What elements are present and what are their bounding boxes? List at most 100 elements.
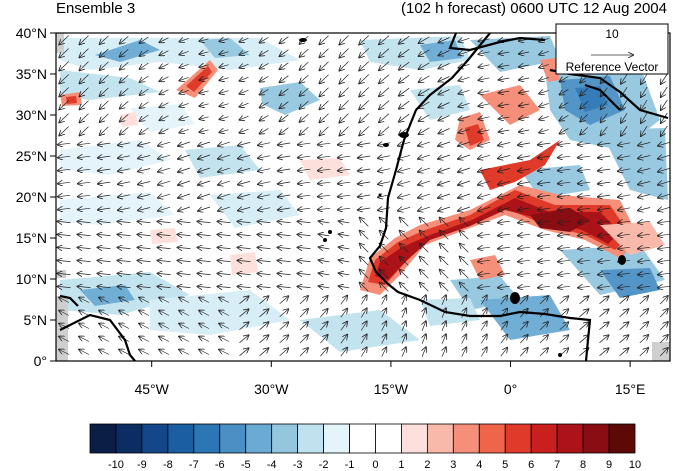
wind-vector [538, 286, 550, 287]
wind-vector [258, 247, 271, 248]
colorbar-swatch [401, 423, 428, 454]
wind-vector [378, 156, 391, 159]
wind-vector [279, 322, 289, 331]
wind-vector [219, 350, 230, 355]
wind-vector [538, 221, 550, 222]
wind-vector [579, 309, 589, 318]
wind-vector [478, 142, 491, 146]
wind-vector [418, 181, 431, 185]
wind-vector [299, 348, 308, 357]
wind-vector [402, 347, 406, 357]
wind-vector [338, 182, 351, 184]
wind-vector [658, 221, 670, 222]
wind-vector [199, 130, 209, 132]
wind-vector [520, 335, 527, 344]
wind-vector [198, 234, 211, 235]
wind-vector [402, 334, 406, 344]
wind-vector [138, 260, 151, 261]
wind-vector [280, 127, 289, 135]
wind-vector [179, 298, 190, 303]
wind-vector [158, 260, 171, 261]
wind-vector [278, 273, 291, 274]
wind-vector [198, 194, 211, 198]
wind-vector [419, 88, 430, 95]
wind-vector [58, 286, 71, 287]
wind-vector [218, 207, 231, 211]
wind-vector [422, 321, 426, 331]
wind-vector [80, 35, 89, 45]
wind-vector [558, 286, 570, 287]
reference-vector-label: Reference Vector [566, 60, 659, 74]
wind-vector [499, 104, 510, 106]
wind-vector [78, 260, 91, 261]
wind-vector [140, 75, 149, 82]
wind-vector [58, 143, 71, 144]
wind-vector [419, 36, 430, 43]
wind-vector [438, 155, 451, 159]
colorbar-label: -1 [345, 459, 355, 471]
wind-vector [659, 348, 668, 357]
wind-vector [140, 114, 149, 121]
wind-vector [539, 64, 549, 67]
wind-vector [558, 182, 571, 183]
wind-vector [160, 51, 169, 56]
wind-vector [518, 247, 530, 248]
wind-vector [519, 117, 530, 119]
wind-vector [59, 350, 70, 355]
wind-vector [359, 87, 370, 97]
colorbar-swatch [193, 423, 221, 454]
wind-vector [140, 36, 149, 43]
colorbar-label: -10 [108, 459, 124, 471]
wind-vector [658, 286, 670, 287]
wind-vector [280, 114, 289, 122]
wind-vector [558, 260, 570, 261]
wind-vector [601, 126, 608, 136]
wind-vector [479, 130, 490, 132]
wind-vector [219, 337, 230, 342]
wind-vector [98, 169, 111, 171]
wind-vector [439, 102, 450, 108]
wind-vector [258, 234, 271, 235]
wind-vector [438, 207, 451, 211]
wind-vector [99, 337, 110, 342]
wind-vector [399, 74, 410, 83]
wind-vector [420, 231, 429, 240]
wind-vector [359, 48, 370, 58]
plot-title-right: (102 h forecast) 0600 UTC 12 Aug 2004 [400, 0, 667, 17]
wind-vector [539, 90, 549, 93]
wind-vector [518, 208, 531, 210]
wind-vector [498, 143, 511, 146]
wind-vector [80, 74, 89, 84]
wind-vector [319, 234, 330, 236]
wind-vector [98, 156, 111, 158]
wind-vector [458, 142, 471, 146]
wind-vector [120, 101, 129, 108]
wind-vector [198, 260, 211, 261]
wind-vector [638, 234, 650, 235]
wind-vector [199, 104, 209, 106]
wind-vector [198, 207, 211, 211]
wind-vector [658, 181, 670, 185]
wind-vector [358, 195, 371, 197]
wind-vector [238, 181, 251, 184]
wind-vector [258, 182, 271, 185]
lat-tick-label: 40°N [16, 25, 47, 41]
wind-vector [418, 168, 431, 172]
wind-vector [298, 247, 311, 248]
wind-vector [118, 234, 131, 235]
wind-vector [460, 231, 469, 240]
wind-vector [639, 296, 648, 305]
wind-vector [320, 61, 329, 71]
wind-vector [58, 182, 71, 183]
wind-vector [78, 221, 91, 222]
wind-vector [462, 334, 467, 344]
wind-vector [98, 195, 111, 197]
wind-vector [418, 155, 431, 159]
wind-vector [419, 49, 430, 56]
wind-vector [578, 260, 590, 261]
wind-vector [440, 283, 449, 292]
wind-vector [598, 286, 610, 287]
wind-vector [459, 116, 470, 119]
wind-vector [59, 74, 69, 84]
wind-vector [599, 309, 609, 317]
